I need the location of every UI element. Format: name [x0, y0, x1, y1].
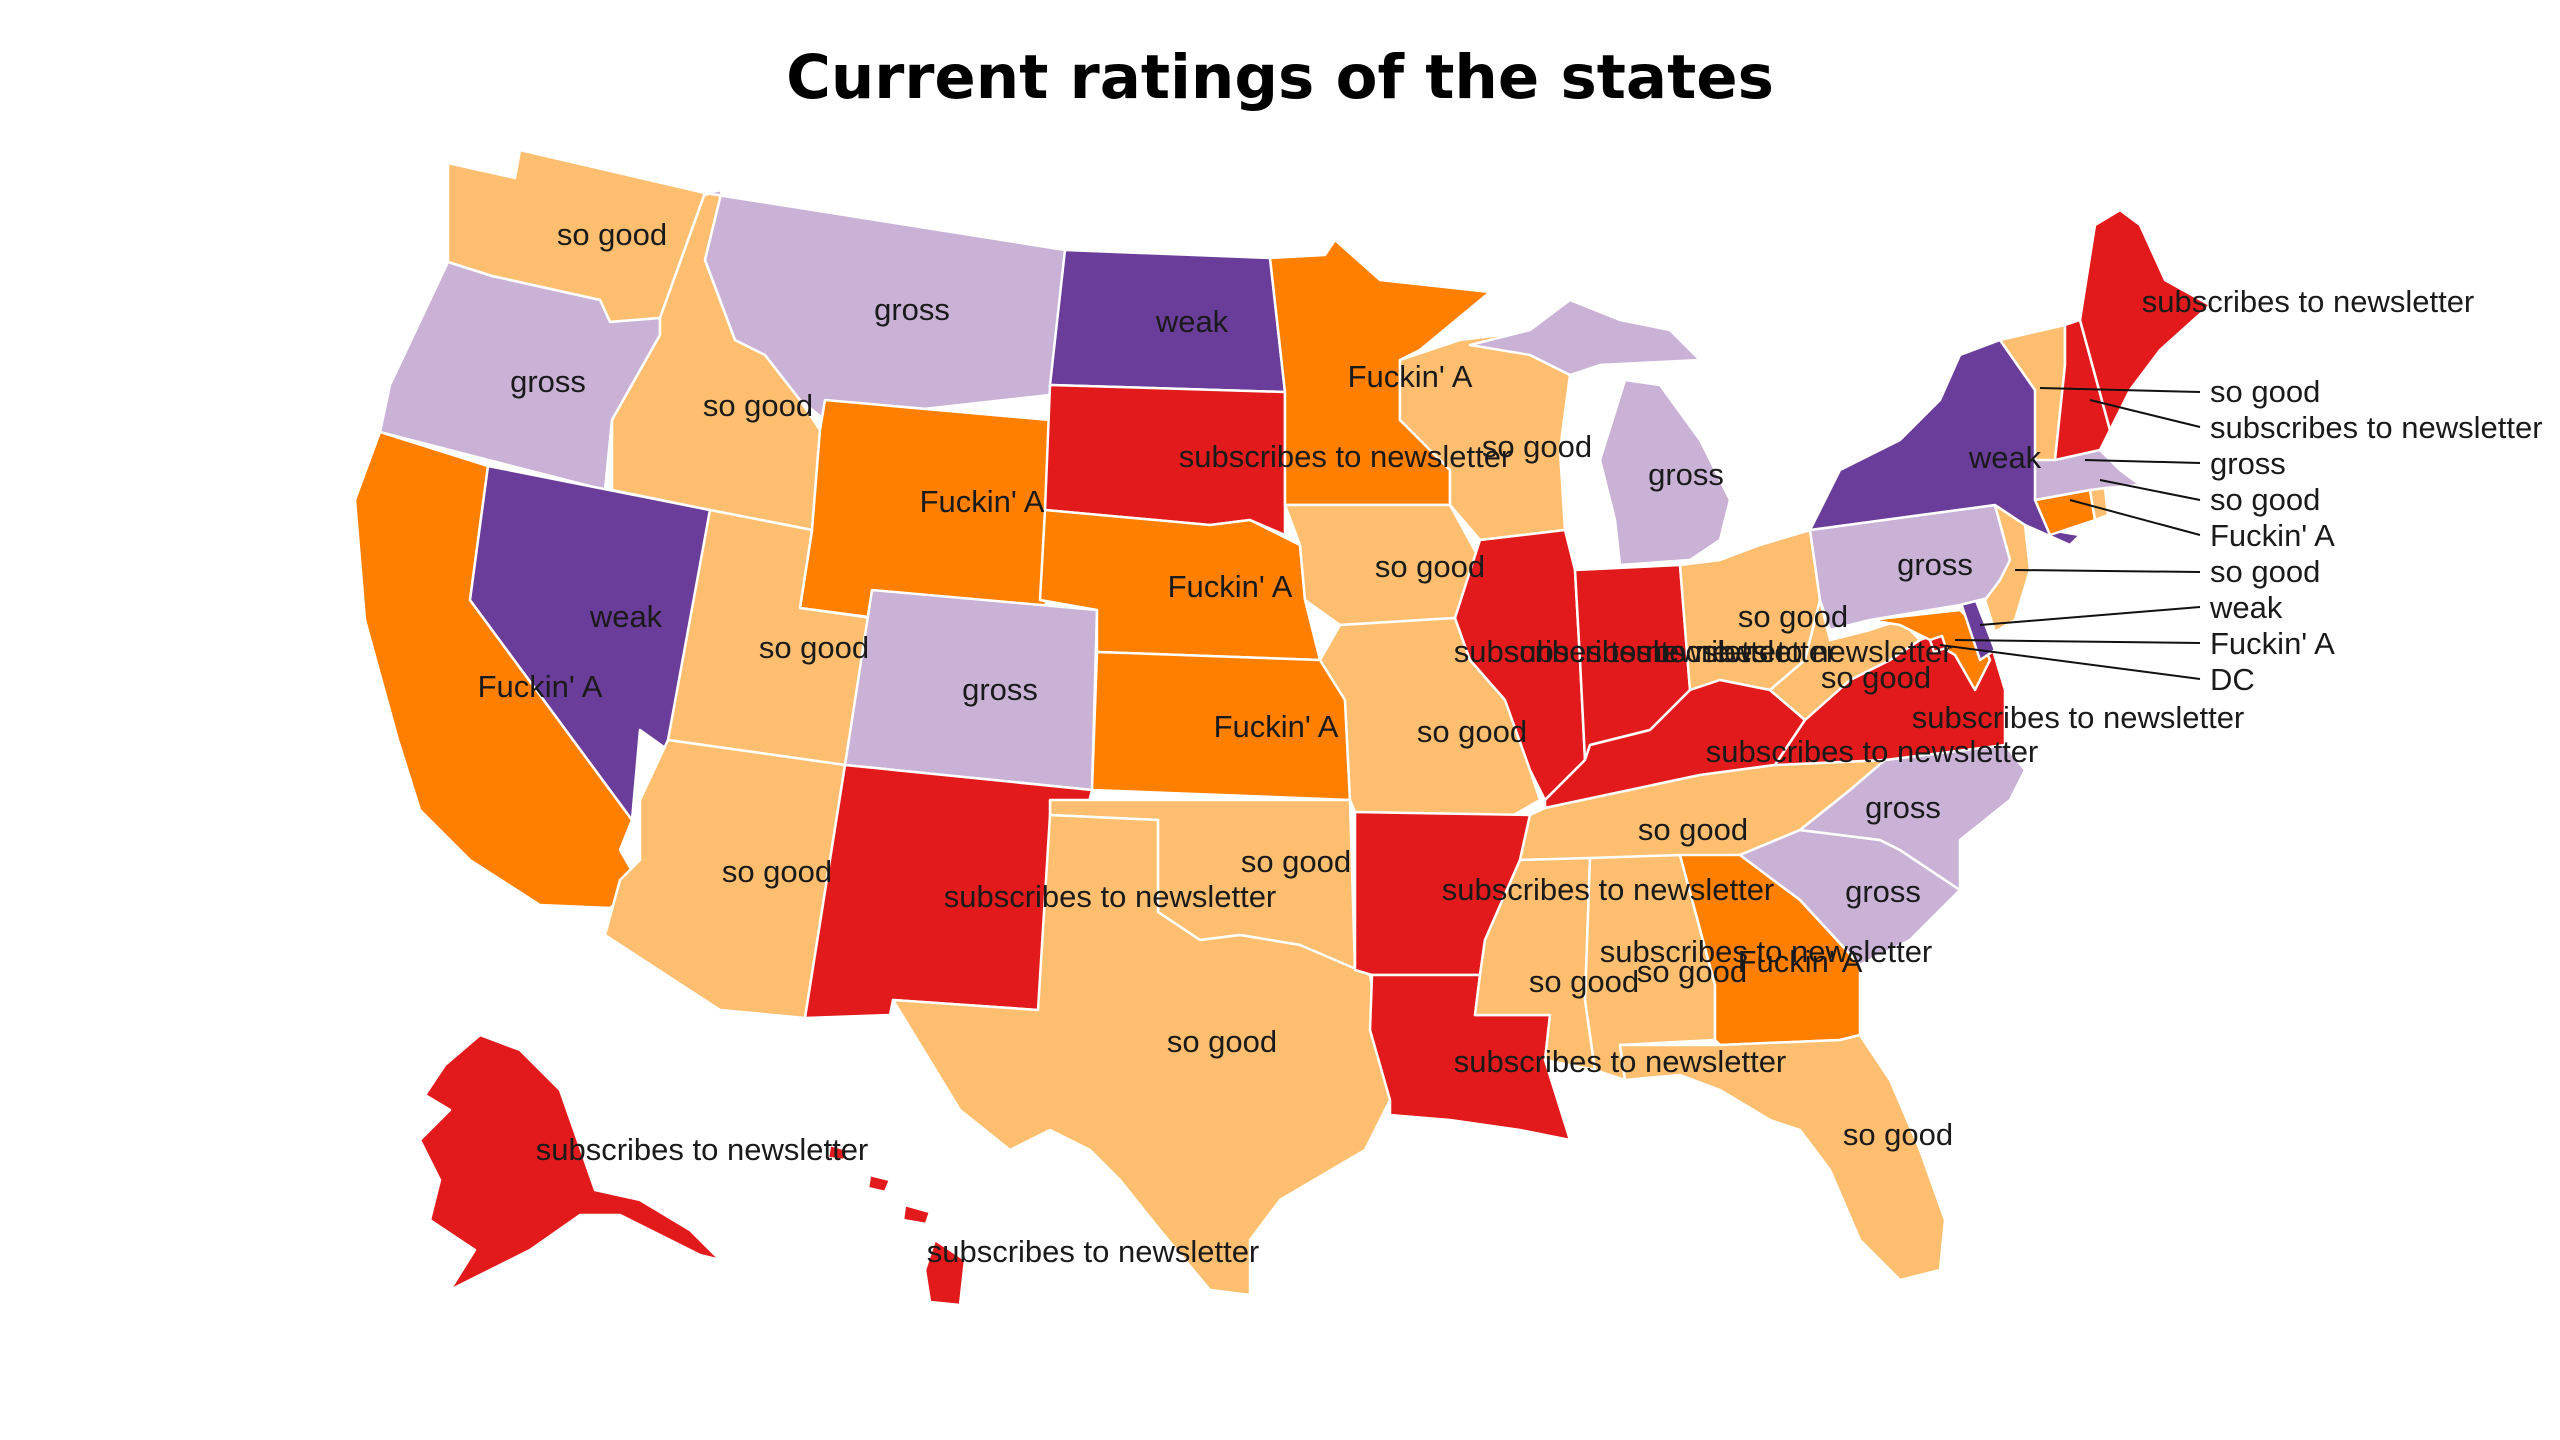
state-label-KS: Fuckin' A: [1214, 709, 1339, 744]
state-label-NY: weak: [1968, 440, 2042, 475]
state-label-TX: so good: [1167, 1024, 1277, 1059]
state-HI[interactable]: [826, 1143, 967, 1307]
state-label-AL: so good: [1637, 954, 1747, 989]
state-label-WI: so good: [1482, 429, 1592, 464]
state-label-IA: so good: [1375, 549, 1485, 584]
state-DC[interactable]: [1928, 634, 1948, 654]
state-TX[interactable]: [891, 813, 1392, 1297]
state-label-AZ: so good: [722, 854, 832, 889]
states-layer: [353, 148, 2212, 1307]
state-label-MN: Fuckin' A: [1348, 359, 1473, 394]
state-label-PA: gross: [1897, 547, 1973, 582]
state-label-MS: so good: [1529, 964, 1639, 999]
state-label-WY: Fuckin' A: [920, 484, 1045, 519]
state-label-WV-overlap: subscribes to newsletter: [1600, 934, 1933, 969]
state-label-DE: weak: [2209, 590, 2283, 625]
map-title: Current ratings of the states: [786, 42, 1774, 113]
state-label-NC: gross: [1865, 790, 1941, 825]
state-label-ME: subscribes to newsletter: [2142, 284, 2475, 319]
leader-line-NJ: [2014, 569, 2201, 573]
state-label-FL: so good: [1843, 1117, 1953, 1152]
leader-line-RI: [2099, 479, 2201, 501]
state-MA[interactable]: [2033, 448, 2142, 502]
state-MI[interactable]: [1468, 298, 1732, 567]
state-label-VA-overlap: subscribes to newsletter: [1620, 634, 1953, 669]
state-label-MD: Fuckin' A: [2210, 626, 2335, 661]
state-label-CO: gross: [962, 672, 1038, 707]
state-label-AR: subscribes to newsletter: [1442, 872, 1775, 907]
state-NE[interactable]: [1038, 508, 1322, 662]
leader-line-VT: [2039, 387, 2201, 393]
leader-line-NH: [2089, 399, 2201, 428]
state-label-LA: subscribes to newsletter: [1454, 1044, 1787, 1079]
state-label-DC: DC: [2210, 662, 2255, 697]
leader-line-MA: [2084, 459, 2201, 464]
state-label-AK: subscribes to newsletter: [536, 1132, 869, 1167]
state-label-GA: Fuckin' A: [1738, 944, 1863, 979]
state-label-NV: weak: [589, 599, 663, 634]
state-label-CA: Fuckin' A: [478, 669, 603, 704]
state-label-IL: subscribes to newsletter: [1454, 634, 1787, 669]
state-label-KY: subscribes to newsletter: [1706, 734, 2039, 769]
state-label-OK: so good: [1241, 844, 1351, 879]
state-AK[interactable]: [418, 1033, 722, 1292]
state-label-MO: so good: [1417, 714, 1527, 749]
state-NC[interactable]: [1798, 743, 2027, 892]
state-FL[interactable]: [1618, 1033, 1947, 1282]
state-label-CT: Fuckin' A: [2210, 518, 2335, 553]
state-label-VT: so good: [2210, 374, 2320, 409]
leader-line-MD: [1954, 639, 2201, 644]
state-label-MT: gross: [874, 292, 950, 327]
state-label-OH: so good: [1738, 599, 1848, 634]
leader-lines: [1939, 387, 2201, 680]
state-label-HI: subscribes to newsletter: [927, 1234, 1260, 1269]
state-label-IN: subscribes to newsletter: [1504, 634, 1837, 669]
state-label-WA: so good: [557, 217, 667, 252]
state-label-MA: gross: [2210, 446, 2286, 481]
state-label-ID: so good: [703, 388, 813, 423]
state-label-VA: subscribes to newsletter: [1912, 700, 2245, 735]
state-label-NM: subscribes to newsletter: [944, 879, 1277, 914]
state-label-RI: so good: [2210, 482, 2320, 517]
state-label-NE: Fuckin' A: [1168, 569, 1293, 604]
state-label-NJ: so good: [2210, 554, 2320, 589]
state-label-MI: gross: [1648, 457, 1724, 492]
leader-line-DC: [1939, 644, 2201, 680]
state-label-OR: gross: [510, 364, 586, 399]
state-ME[interactable]: [2078, 208, 2212, 432]
leader-line-DE: [1979, 606, 2201, 626]
state-label-UT: so good: [759, 630, 869, 665]
state-label-SD: subscribes to newsletter: [1179, 439, 1512, 474]
state-label-TN: so good: [1638, 812, 1748, 847]
state-NJ[interactable]: [1983, 503, 2032, 634]
state-label-NH: subscribes to newsletter: [2210, 410, 2543, 445]
state-label-SC: gross: [1845, 874, 1921, 909]
leader-line-CT: [2069, 499, 2201, 536]
state-WI[interactable]: [1398, 333, 1572, 542]
state-label-WV: so good: [1821, 660, 1931, 695]
state-label-ND: weak: [1155, 304, 1229, 339]
